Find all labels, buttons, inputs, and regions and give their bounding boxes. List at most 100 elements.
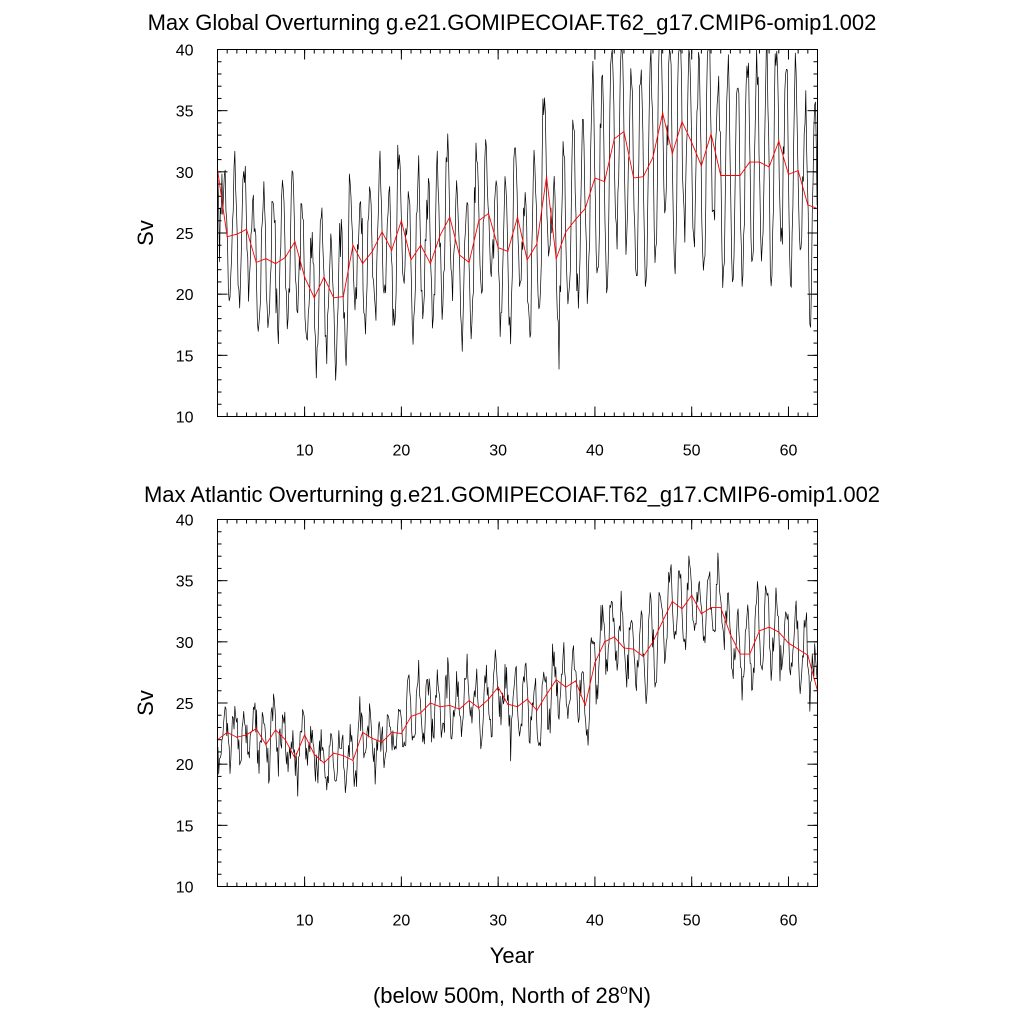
global-xtick-label: 30 [489,443,507,460]
global-annual-point [749,161,751,163]
atlantic-annual-point [613,636,615,638]
global-annual-point [516,216,519,218]
global-annual-point [555,258,557,260]
global-title: Max Global Overturning g.e21.GOMIPECOIAF… [148,10,877,35]
atlantic-annual-point [245,734,248,736]
global-monthly-line [217,49,818,381]
atlantic-series-monthly [217,552,818,797]
global-xtick-label: 20 [392,443,410,460]
global-annual-point [720,174,722,177]
global-annual-point [236,233,238,235]
global-annual-point [255,261,257,263]
global-annual-point [429,262,431,265]
atlantic-annual-point [778,631,780,633]
global-annual-point [352,244,354,246]
global-annual-point [371,250,373,252]
atlantic-annual-point [265,743,267,746]
global-annual-point [391,249,393,251]
atlantic-annual-point [652,641,654,643]
global-annual-point [468,261,470,263]
footnote: (below 500m, North of 28oN) [373,981,651,1008]
global-annual-point [420,244,422,246]
atlantic-ytick-label: 25 [176,696,194,713]
global-annual-point [545,176,548,178]
global-annual-point [797,170,799,172]
atlantic-ytick-label: 10 [176,880,194,897]
global-annual-point [604,181,606,183]
global-annual-point [652,156,654,158]
atlantic-annual-point [633,648,635,650]
atlantic-annual-point [604,641,606,643]
atlantic-title: Max Atlantic Overturning g.e21.GOMIPECOI… [144,482,880,507]
atlantic-annual-point [574,680,577,682]
global-annual-point [381,231,383,233]
global-annual-point [487,212,490,215]
global-xtick-label: 50 [683,443,701,460]
atlantic-ytick-label: 30 [176,635,194,652]
atlantic-annual-point [274,729,277,731]
global-annual-point [536,243,538,245]
atlantic-annual-point [691,594,693,596]
atlantic-annual-point [236,736,238,738]
global-annual-point [342,296,344,298]
global-ytick-label: 25 [176,226,194,243]
global-annual-point [497,247,499,249]
atlantic-annual-point [458,708,461,710]
atlantic-annual-point [226,731,228,733]
atlantic-annual-point [439,706,441,708]
atlantic-annual-point [333,752,335,754]
atlantic-annual-point [642,655,644,658]
atlantic-annual-point [516,706,519,708]
global-annual-point [478,220,480,222]
global-annual-point [507,250,509,252]
atlantic-annual-point [739,653,741,655]
atlantic-annual-point [807,654,809,656]
atlantic-annual-point [536,709,538,711]
global-annual-point [729,174,732,177]
global-annual-point [710,133,712,135]
atlantic-annual-point [255,728,257,730]
atlantic-ytick-label: 40 [176,513,194,530]
global-annual-point [758,161,761,163]
global-xtick-label: 60 [780,443,798,460]
global-series-monthly [217,49,818,381]
atlantic-ylabel: Sv [133,690,158,716]
atlantic-annual-point [507,703,509,705]
atlantic-ytick-label: 15 [176,818,194,835]
atlantic-annual-point [323,762,325,764]
atlantic-annual-point [342,755,344,757]
atlantic-annual-point [371,737,373,740]
atlantic-annual-point [594,662,596,664]
atlantic-tick-labels: 10 15 20 25 30 35 40 10 20 30 40 50 60 [176,513,798,930]
atlantic-xtick-label: 20 [392,913,410,930]
global-annual-point [574,218,577,221]
global-annual-point [584,207,586,210]
global-annual-point [362,262,364,265]
global-annual-point [594,177,596,179]
global-annual-point [526,259,528,261]
atlantic-annual-point [768,626,770,628]
atlantic-annual-point [565,686,567,688]
atlantic-annual-point [758,630,761,632]
global-ticks [217,49,818,417]
global-annual-point [768,166,770,168]
global-ytick-label: 15 [176,348,194,365]
atlantic-annual-point [555,679,557,681]
atlantic-xtick-label: 60 [780,913,798,930]
global-annual-point [313,297,315,299]
global-annual-point [284,256,286,259]
atlantic-annual-point [749,653,751,655]
atlantic-annual-point [623,647,625,649]
atlantic-annual-point [729,633,732,636]
global-annual-point [226,236,228,238]
atlantic-annual-point [381,741,383,743]
atlantic-xtick-label: 40 [586,913,604,930]
global-annual-point [642,176,644,178]
global-annual-point [323,276,325,278]
global-annual-point [304,276,306,278]
footnote-superscript: o [620,981,628,997]
atlantic-annual-point [294,757,296,759]
global-ytick-label: 20 [176,287,194,304]
global-annual-point [274,262,277,265]
